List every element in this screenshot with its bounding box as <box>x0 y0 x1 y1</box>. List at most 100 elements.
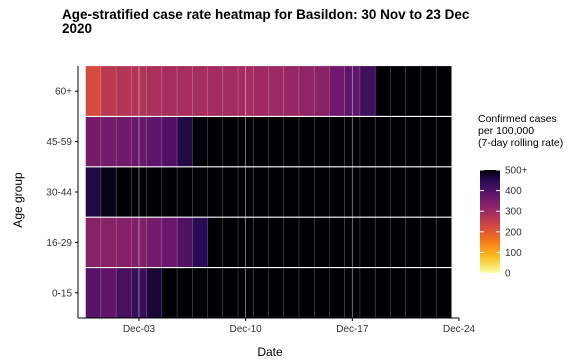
heatmap-cell <box>435 216 452 268</box>
heatmap-cell <box>207 166 224 218</box>
y-tick-label: 45-59 <box>46 137 72 148</box>
heatmap-cell <box>405 216 422 268</box>
heatmap-cell <box>85 267 102 319</box>
heatmap-cell <box>313 65 330 117</box>
heatmap-cell <box>298 267 315 319</box>
heatmap-cell <box>405 65 422 117</box>
x-tick-label: Dec-17 <box>336 324 369 335</box>
heatmap-cell <box>283 65 300 117</box>
heatmap-cell <box>161 267 178 319</box>
heatmap-cell <box>146 267 163 319</box>
heatmap-cell <box>85 166 102 218</box>
heatmap-cell <box>283 267 300 319</box>
heatmap-cell <box>374 65 391 117</box>
colorbar-tick-label: 400 <box>505 186 522 197</box>
heatmap-cell <box>420 65 437 117</box>
heatmap-cell <box>146 65 163 117</box>
heatmap-cell <box>222 267 239 319</box>
y-tick-label: 60+ <box>55 87 72 98</box>
heatmap-cell <box>435 267 452 319</box>
heatmap-cell <box>115 116 132 168</box>
heatmap-cell <box>329 65 346 117</box>
heatmap-cell <box>207 216 224 268</box>
heatmap-cell <box>207 267 224 319</box>
heatmap-cell <box>192 116 209 168</box>
heatmap-cell <box>359 65 376 117</box>
heatmap-cell <box>420 116 437 168</box>
heatmap-cell <box>161 216 178 268</box>
heatmap-cell <box>313 216 330 268</box>
heatmap-cell <box>85 65 102 117</box>
heatmap-cell <box>298 116 315 168</box>
heatmap-cell <box>115 216 132 268</box>
heatmap-cell <box>435 116 452 168</box>
heatmap-cell <box>222 116 239 168</box>
heatmap-cell <box>85 216 102 268</box>
heatmap-cell <box>100 166 117 218</box>
heatmap-cell <box>176 267 193 319</box>
y-tick-label: 0-15 <box>52 288 72 299</box>
heatmap-cell <box>359 166 376 218</box>
heatmap-cell <box>268 216 285 268</box>
y-tick-label: 16-29 <box>46 238 72 249</box>
heatmap-cell <box>192 65 209 117</box>
heatmap-cell <box>329 116 346 168</box>
heatmap-cell <box>176 216 193 268</box>
heatmap-cell <box>146 166 163 218</box>
heatmap-cell <box>146 116 163 168</box>
colorbar-tick-label: 100 <box>505 248 522 259</box>
heatmap-cell <box>390 116 407 168</box>
heatmap-cell <box>298 65 315 117</box>
colorbar-tick-label: 300 <box>505 207 522 218</box>
heatmap-cell <box>298 166 315 218</box>
heatmap-cell <box>405 267 422 319</box>
heatmap-cell <box>359 267 376 319</box>
x-tick-label: Dec-10 <box>230 324 263 335</box>
heatmap-cell <box>85 116 102 168</box>
heatmap-cell <box>268 116 285 168</box>
heatmap-cell <box>390 216 407 268</box>
heatmap-cell <box>268 65 285 117</box>
heatmap-cell <box>192 166 209 218</box>
heatmap-cell <box>222 216 239 268</box>
heatmap-cell <box>405 116 422 168</box>
heatmap-cell <box>313 166 330 218</box>
heatmap-cell <box>283 166 300 218</box>
heatmap-cell <box>313 116 330 168</box>
heatmap-cell <box>374 166 391 218</box>
heatmap-cell <box>252 216 269 268</box>
heatmap-cell <box>176 65 193 117</box>
heatmap-cell <box>115 65 132 117</box>
colorbar-tick-label: 0 <box>505 269 511 280</box>
legend-title-line: per 100,000 <box>478 125 534 137</box>
heatmap-cell <box>252 65 269 117</box>
heatmap-cell <box>100 216 117 268</box>
heatmap-cell <box>176 116 193 168</box>
chart-title-line-2: 2020 <box>62 21 92 36</box>
legend-title-line: (7-day rolling rate) <box>478 137 563 149</box>
heatmap-cell <box>100 267 117 319</box>
heatmap-cell <box>435 166 452 218</box>
heatmap-cell <box>192 216 209 268</box>
heatmap-cell <box>268 166 285 218</box>
y-axis-label: Age group <box>11 172 25 228</box>
heatmap-cell <box>161 65 178 117</box>
x-axis-label: Date <box>257 345 283 359</box>
heatmap-cell <box>115 166 132 218</box>
heatmap-cell <box>146 216 163 268</box>
heatmap-cell <box>222 65 239 117</box>
heatmap-cell <box>192 267 209 319</box>
heatmap-cell <box>252 116 269 168</box>
heatmap-cell <box>420 166 437 218</box>
heatmap-cell <box>329 166 346 218</box>
heatmap-cell <box>268 267 285 319</box>
heatmap-cell <box>298 216 315 268</box>
heatmap-cell <box>252 267 269 319</box>
heatmap-cell <box>435 65 452 117</box>
heatmap-cell <box>207 65 224 117</box>
heatmap-cell <box>374 216 391 268</box>
heatmap-cell <box>420 267 437 319</box>
x-tick-label: Dec-24 <box>443 324 476 335</box>
